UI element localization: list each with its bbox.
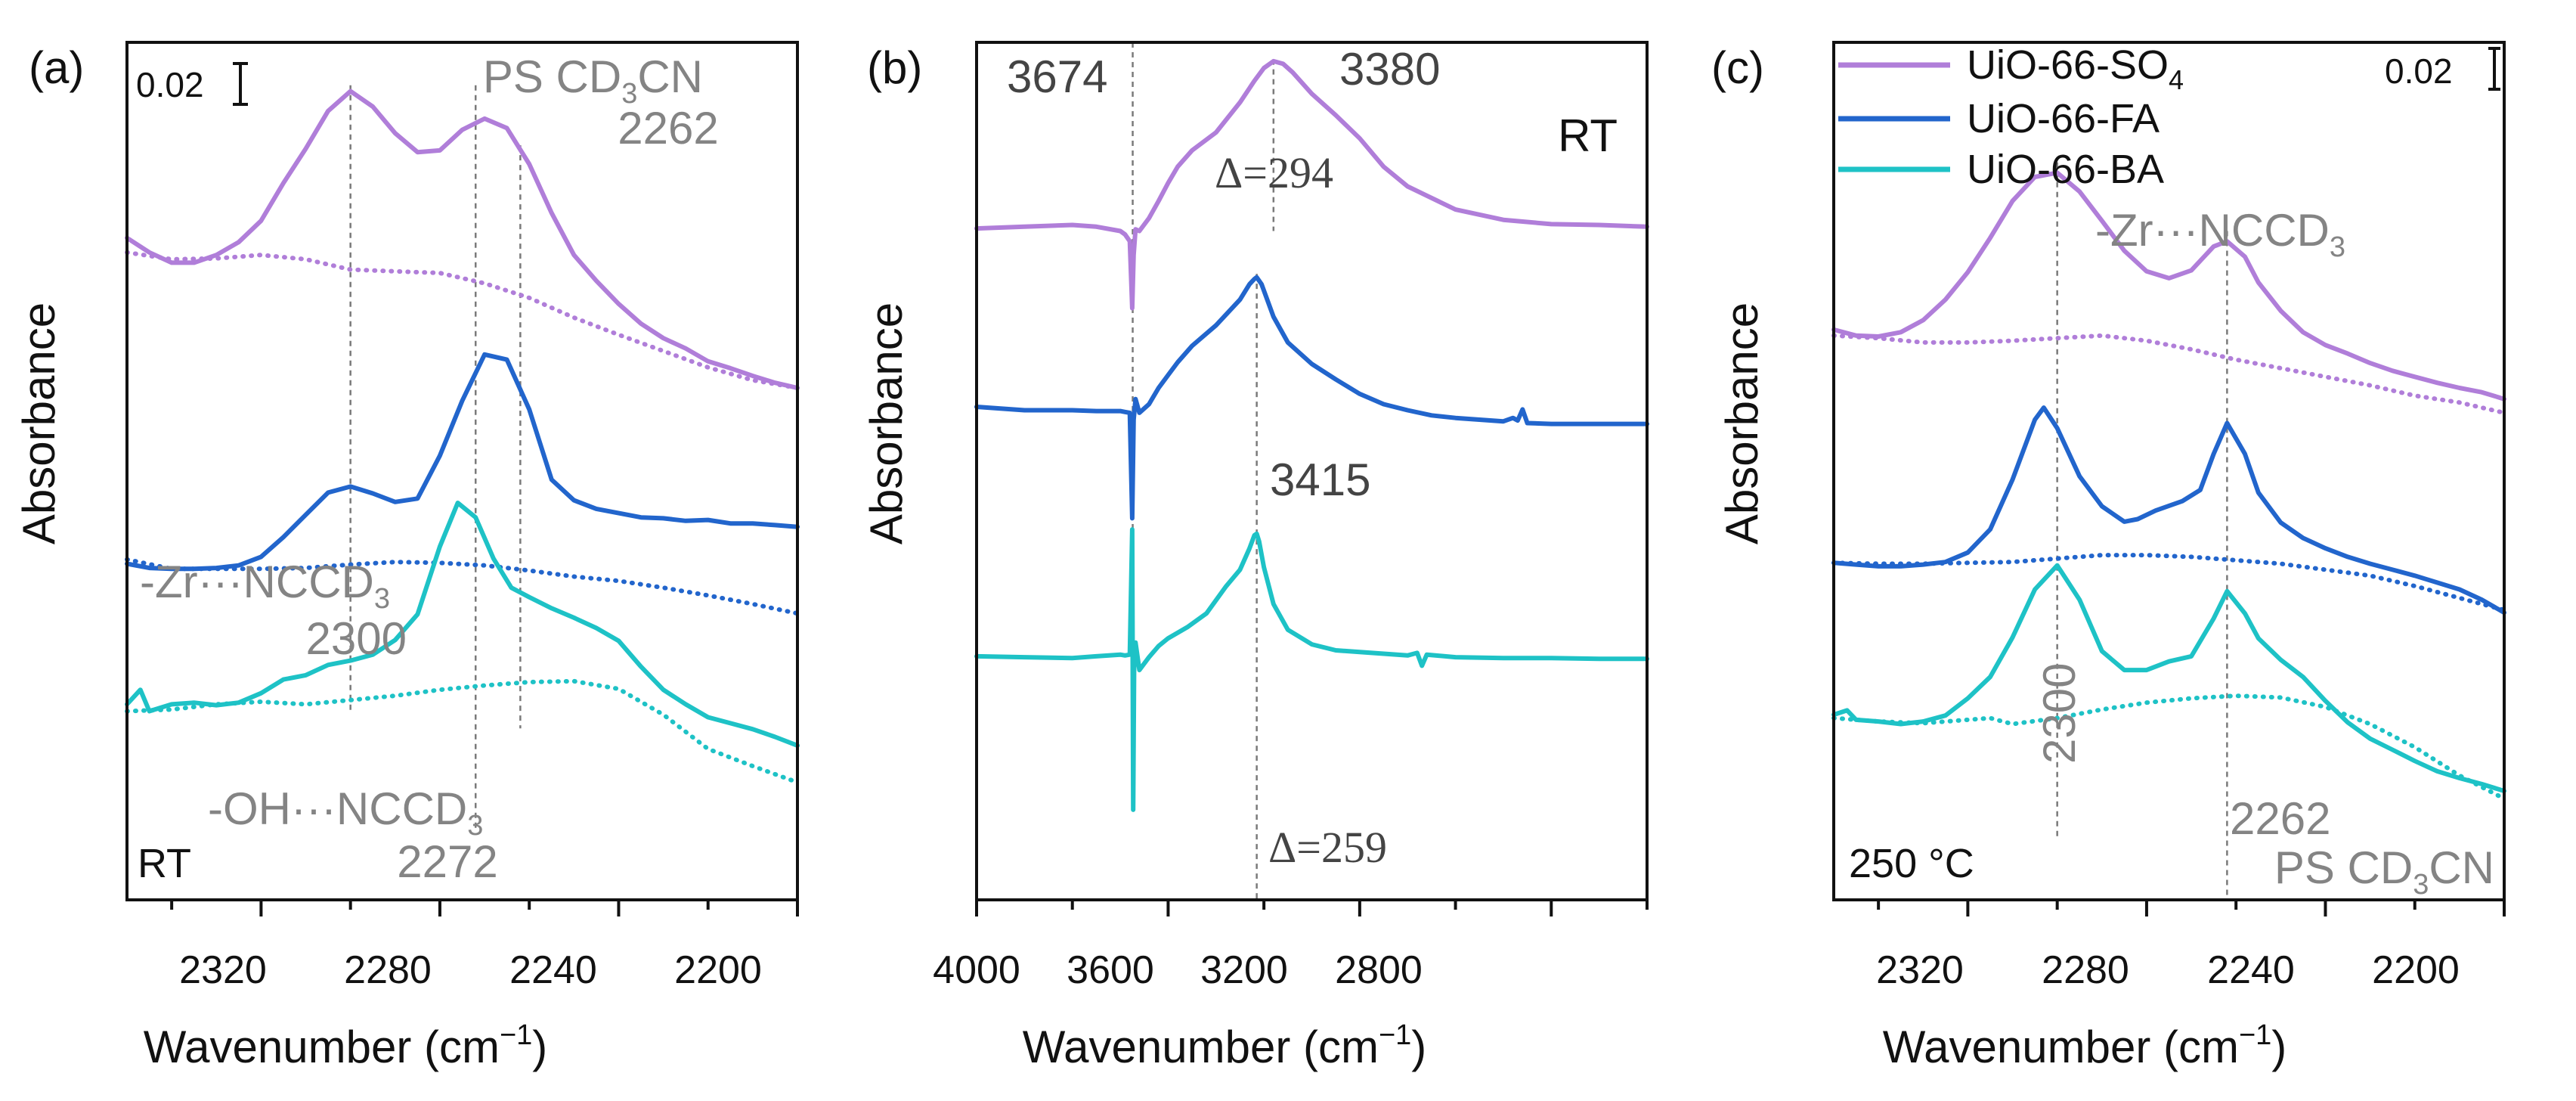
panel-a-ps-label: PS CD3CN bbox=[483, 51, 703, 110]
panel-a-series-ba-solid bbox=[125, 501, 800, 748]
panel-a-condition: RT bbox=[138, 841, 191, 886]
panel-b-frame bbox=[975, 41, 1649, 901]
panel-a-tick-labels: 2320 2280 2240 2200 bbox=[179, 948, 762, 992]
panel-a-tick-2280: 2280 bbox=[344, 948, 432, 992]
panel-c-series-so4-dotted bbox=[1831, 333, 2506, 415]
legend: UiO-66-SO4 UiO-66-FA UiO-66-BA bbox=[1838, 42, 2184, 192]
panel-c-tick-marks bbox=[1877, 900, 2506, 916]
panel-c-ps-label: PS CD3CN bbox=[2274, 842, 2494, 901]
panel-b-curves bbox=[974, 58, 1649, 812]
panel-b-series-fa-solid bbox=[974, 274, 1649, 521]
panel-c-xlabel: Wavenumber (cm−1) bbox=[1883, 1019, 2287, 1072]
panel-c-label: (c) bbox=[1711, 42, 1764, 93]
panel-c-series-fa-dotted bbox=[1831, 553, 2506, 613]
panel-b-tick-4000: 4000 bbox=[933, 948, 1020, 992]
panel-a-oh-value: 2272 bbox=[397, 836, 497, 887]
panel-b-tick-marks bbox=[975, 900, 1649, 916]
panel-a-curves bbox=[125, 88, 800, 785]
panel-c-scale-bar-label: 0.02 bbox=[2385, 51, 2453, 91]
panel-c: (c) Absorbance Wavenumber (cm−1) 2320 22… bbox=[1711, 41, 2506, 1072]
panel-a-ps-value: 2262 bbox=[618, 103, 718, 154]
panel-b-peak-3674: 3674 bbox=[1007, 51, 1107, 102]
panel-b-delta-294: Δ=294 bbox=[1215, 148, 1333, 197]
panel-c-curves bbox=[1831, 170, 2506, 802]
panel-a-series-so4-dotted bbox=[125, 250, 800, 390]
legend-label-fa: UiO-66-FA bbox=[1967, 96, 2160, 141]
panel-a: (a) Absorbance Wavenumber (cm−1) 2320 22… bbox=[14, 41, 800, 1072]
panel-a-scale-bar-label: 0.02 bbox=[136, 65, 204, 104]
panel-a-series-so4-solid bbox=[125, 88, 800, 390]
panel-a-series-ba-dotted bbox=[125, 678, 800, 785]
panel-a-tick-2320: 2320 bbox=[179, 948, 267, 992]
panel-a-tick-marks bbox=[170, 900, 799, 916]
panel-c-tick-2240: 2240 bbox=[2207, 948, 2295, 992]
panel-c-value-2300: 2300 bbox=[2034, 663, 2085, 764]
panel-a-scale-bar bbox=[233, 62, 248, 106]
panel-b-ylabel: Absorbance bbox=[861, 302, 912, 544]
panel-a-zr-label: -Zr···NCCD3 bbox=[140, 557, 390, 615]
legend-label-ba: UiO-66-BA bbox=[1967, 147, 2164, 192]
panel-b-peak-3415: 3415 bbox=[1270, 454, 1370, 505]
panel-c-series-ba-solid bbox=[1831, 563, 2506, 793]
panel-c-series-so4-solid bbox=[1831, 170, 2506, 402]
panel-b-reference-lines bbox=[1132, 42, 1275, 900]
panel-c-ylabel: Absorbance bbox=[1717, 302, 1767, 544]
panel-b-series-so4-solid bbox=[974, 58, 1649, 311]
panel-a-oh-label: -OH···NCCD3 bbox=[208, 783, 483, 842]
legend-label-so4: UiO-66-SO4 bbox=[1967, 42, 2184, 95]
panel-b-condition: RT bbox=[1558, 110, 1618, 161]
panel-b-tick-3200: 3200 bbox=[1200, 948, 1288, 992]
panel-c-tick-labels: 2320 2280 2240 2200 bbox=[1876, 948, 2460, 992]
panel-c-tick-2320: 2320 bbox=[1876, 948, 1964, 992]
panel-a-tick-2240: 2240 bbox=[509, 948, 597, 992]
panel-b-tick-3600: 3600 bbox=[1067, 948, 1154, 992]
panel-b-tick-2800: 2800 bbox=[1335, 948, 1423, 992]
panel-c-tick-2280: 2280 bbox=[2042, 948, 2129, 992]
panel-b-xlabel: Wavenumber (cm−1) bbox=[1023, 1019, 1427, 1072]
panel-a-xlabel: Wavenumber (cm−1) bbox=[144, 1019, 548, 1072]
panel-c-value-2262: 2262 bbox=[2230, 793, 2330, 844]
panel-a-tick-2200: 2200 bbox=[674, 948, 762, 992]
panel-a-reference-lines bbox=[349, 85, 522, 832]
panel-c-condition: 250 °C bbox=[1849, 841, 1974, 886]
panel-b: (b) Absorbance Wavenumber (cm−1) 4000 36… bbox=[861, 41, 1649, 1072]
panel-c-zr-label: -Zr···NCCD3 bbox=[2095, 205, 2345, 263]
panel-b-delta-259: Δ=259 bbox=[1268, 823, 1387, 872]
panel-c-series-ba-dotted bbox=[1831, 693, 2506, 802]
panel-c-frame bbox=[1832, 41, 2506, 901]
panel-c-scale-bar bbox=[2488, 47, 2500, 91]
panel-c-reference-lines bbox=[2056, 162, 2228, 900]
panel-a-label: (a) bbox=[29, 42, 84, 93]
panel-a-ylabel: Absorbance bbox=[14, 302, 64, 544]
panel-b-label: (b) bbox=[867, 42, 922, 93]
panel-a-zr-value: 2300 bbox=[306, 613, 407, 664]
panel-a-series-fa-solid bbox=[125, 352, 800, 572]
panel-b-peak-3380: 3380 bbox=[1339, 44, 1440, 95]
panel-a-frame bbox=[125, 41, 799, 901]
panel-b-tick-labels: 4000 3600 3200 2800 bbox=[933, 948, 1423, 992]
panel-c-series-fa-solid bbox=[1831, 405, 2506, 616]
panel-c-tick-2200: 2200 bbox=[2372, 948, 2460, 992]
panel-b-series-ba-solid bbox=[974, 527, 1649, 812]
